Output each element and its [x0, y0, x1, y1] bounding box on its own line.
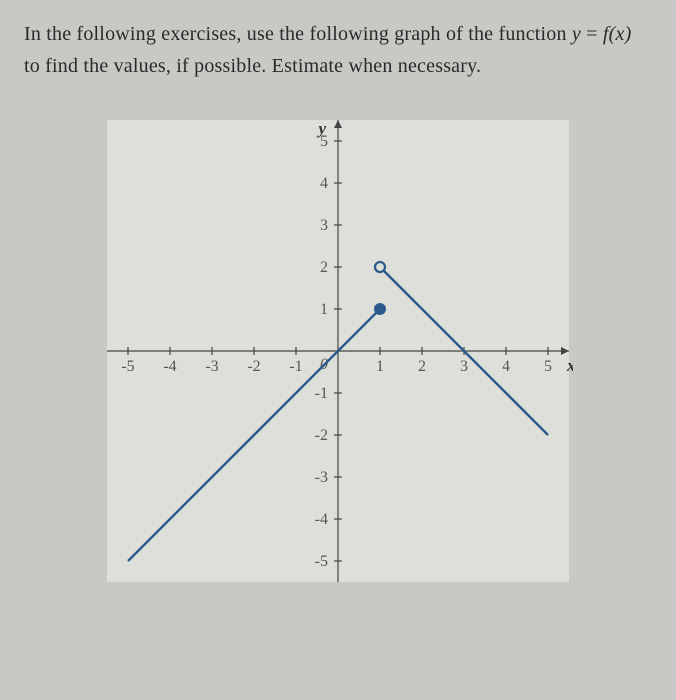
svg-text:4: 4: [502, 358, 510, 375]
svg-text:3: 3: [320, 217, 328, 234]
svg-text:-1: -1: [315, 385, 328, 402]
func-lhs: y: [572, 23, 581, 45]
svg-text:-4: -4: [163, 358, 176, 375]
func-rhs: f(x): [603, 23, 632, 45]
svg-text:-3: -3: [315, 469, 328, 486]
svg-text:-2: -2: [315, 427, 328, 444]
svg-text:1: 1: [320, 301, 328, 318]
svg-text:3: 3: [460, 358, 468, 375]
chart-container: -5-4-3-2-112345-5-4-3-2-112345yx0: [24, 106, 652, 596]
svg-text:y: y: [316, 119, 326, 138]
svg-text:-5: -5: [121, 358, 134, 375]
function-graph: -5-4-3-2-112345-5-4-3-2-112345yx0: [103, 106, 573, 596]
problem-text-part1: In the following exercises, use the foll…: [24, 23, 572, 45]
svg-text:5: 5: [544, 358, 552, 375]
eq-sign: =: [581, 23, 603, 45]
svg-text:-3: -3: [205, 358, 218, 375]
svg-text:x: x: [566, 356, 573, 375]
problem-text-part2: to find the values, if possible. Estimat…: [24, 55, 481, 77]
svg-text:-1: -1: [289, 358, 302, 375]
svg-text:2: 2: [418, 358, 426, 375]
svg-text:-4: -4: [315, 511, 328, 528]
svg-text:4: 4: [320, 175, 328, 192]
svg-text:-2: -2: [247, 358, 260, 375]
problem-statement: In the following exercises, use the foll…: [24, 18, 652, 82]
svg-text:1: 1: [376, 358, 384, 375]
svg-text:-5: -5: [315, 553, 328, 570]
svg-text:2: 2: [320, 259, 328, 276]
